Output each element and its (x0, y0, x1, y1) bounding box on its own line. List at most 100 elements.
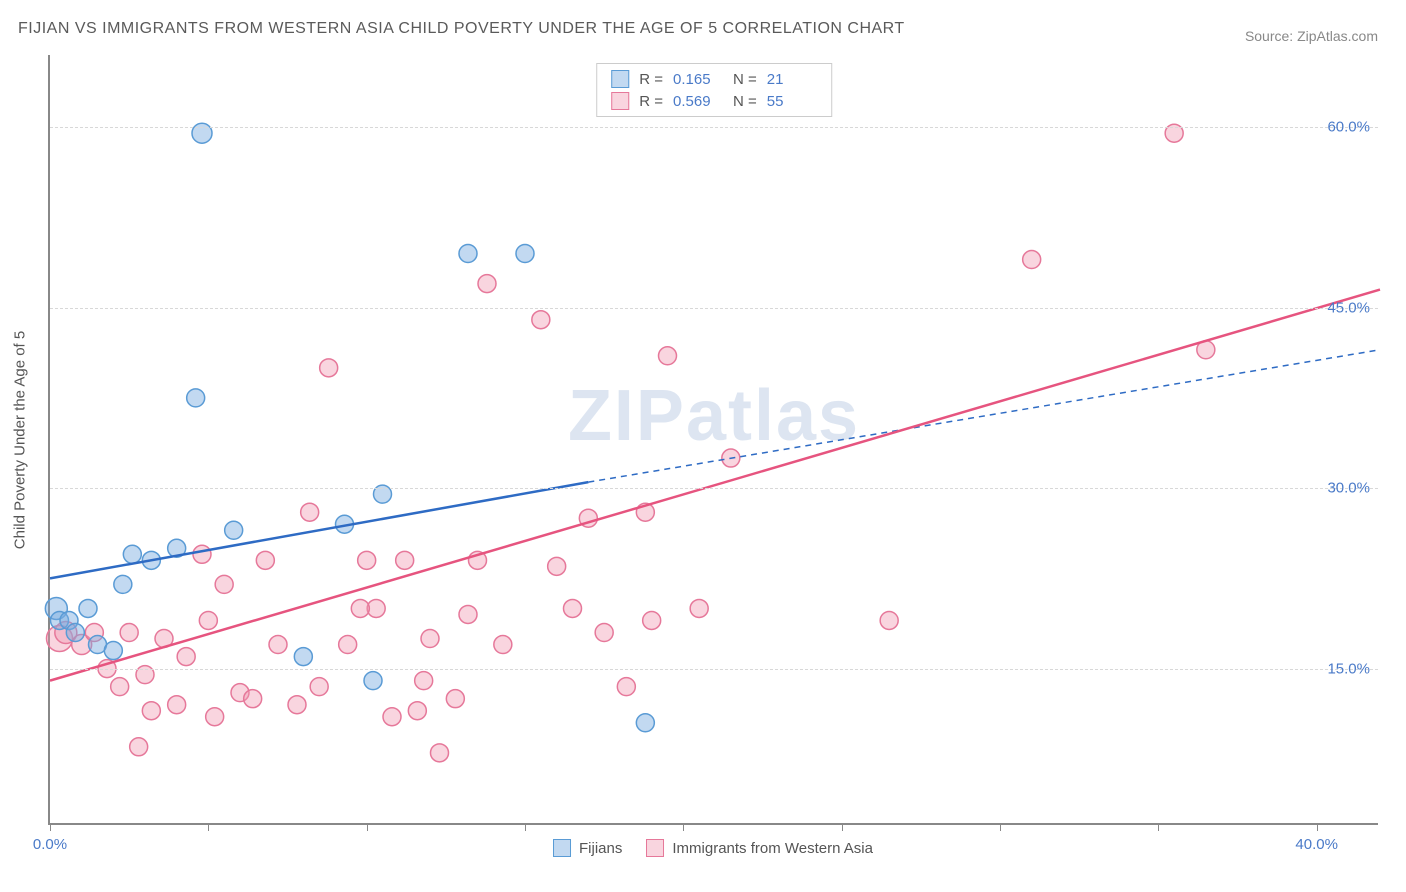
scatter-point (431, 744, 449, 762)
trend-line-fijians (50, 482, 588, 578)
scatter-point (516, 245, 534, 263)
series-legend: Fijians Immigrants from Western Asia (553, 839, 873, 857)
scatter-point (339, 636, 357, 654)
scatter-point (595, 624, 613, 642)
correlation-legend: R = 0.165 N = 21 R = 0.569 N = 55 (596, 63, 832, 117)
scatter-point (548, 557, 566, 575)
gridline (50, 669, 1378, 670)
scatter-point (358, 551, 376, 569)
xtick (367, 823, 368, 831)
xtick (50, 823, 51, 831)
gridline (50, 488, 1378, 489)
plot-svg (50, 55, 1378, 823)
ytick-label: 30.0% (1327, 480, 1370, 497)
scatter-point (478, 275, 496, 293)
scatter-point (79, 599, 97, 617)
scatter-point (199, 611, 217, 629)
scatter-point (123, 545, 141, 563)
scatter-point (364, 672, 382, 690)
n-value-fijians: 21 (767, 71, 817, 88)
trend-line-fijians-dash (588, 350, 1380, 482)
r-label: R = (639, 93, 663, 110)
y-axis-label: Child Poverty Under the Age of 5 (12, 331, 29, 549)
scatter-point (104, 642, 122, 660)
scatter-point (636, 714, 654, 732)
swatch-fijians-icon (611, 70, 629, 88)
scatter-point (690, 599, 708, 617)
scatter-point (446, 690, 464, 708)
r-value-immigrants: 0.569 (673, 93, 723, 110)
xtick (1158, 823, 1159, 831)
scatter-point (130, 738, 148, 756)
scatter-point (643, 611, 661, 629)
xtick (1000, 823, 1001, 831)
scatter-point (408, 702, 426, 720)
scatter-point (396, 551, 414, 569)
scatter-point (659, 347, 677, 365)
xtick (208, 823, 209, 831)
scatter-point (269, 636, 287, 654)
trend-line-immigrants (50, 290, 1380, 681)
legend-row-immigrants: R = 0.569 N = 55 (611, 90, 817, 112)
scatter-point (415, 672, 433, 690)
scatter-point (168, 696, 186, 714)
n-label: N = (733, 93, 757, 110)
scatter-point (617, 678, 635, 696)
ytick-label: 15.0% (1327, 660, 1370, 677)
scatter-point (244, 690, 262, 708)
r-value-fijians: 0.165 (673, 71, 723, 88)
scatter-point (256, 551, 274, 569)
scatter-point (421, 630, 439, 648)
scatter-point (206, 708, 224, 726)
scatter-point (301, 503, 319, 521)
n-value-immigrants: 55 (767, 93, 817, 110)
swatch-immigrants-icon (611, 92, 629, 110)
xtick-label: 40.0% (1295, 836, 1338, 853)
scatter-point (494, 636, 512, 654)
legend-item-immigrants: Immigrants from Western Asia (646, 839, 873, 857)
xtick (525, 823, 526, 831)
scatter-point (225, 521, 243, 539)
scatter-point (351, 599, 369, 617)
xtick-label: 0.0% (33, 836, 67, 853)
scatter-point (120, 624, 138, 642)
scatter-point (142, 702, 160, 720)
scatter-point (383, 708, 401, 726)
ytick-label: 45.0% (1327, 299, 1370, 316)
gridline (50, 127, 1378, 128)
plot-region: ZIPatlas R = 0.165 N = 21 R = 0.569 N = … (48, 55, 1378, 825)
scatter-point (459, 245, 477, 263)
scatter-point (564, 599, 582, 617)
chart-area: Child Poverty Under the Age of 5 ZIPatla… (48, 55, 1378, 825)
scatter-point (1023, 251, 1041, 269)
scatter-point (294, 648, 312, 666)
scatter-point (459, 605, 477, 623)
n-label: N = (733, 71, 757, 88)
scatter-point (187, 389, 205, 407)
scatter-point (66, 624, 84, 642)
scatter-point (320, 359, 338, 377)
chart-title: FIJIAN VS IMMIGRANTS FROM WESTERN ASIA C… (18, 20, 905, 38)
r-label: R = (639, 71, 663, 88)
scatter-point (532, 311, 550, 329)
xtick (842, 823, 843, 831)
scatter-point (880, 611, 898, 629)
scatter-point (310, 678, 328, 696)
gridline (50, 308, 1378, 309)
legend-item-fijians: Fijians (553, 839, 622, 857)
scatter-point (111, 678, 129, 696)
legend-label-fijians: Fijians (579, 840, 622, 857)
scatter-point (288, 696, 306, 714)
scatter-point (193, 545, 211, 563)
source-label: Source: ZipAtlas.com (1245, 28, 1378, 44)
xtick (1317, 823, 1318, 831)
scatter-point (114, 575, 132, 593)
swatch-fijians-icon (553, 839, 571, 857)
legend-row-fijians: R = 0.165 N = 21 (611, 68, 817, 90)
xtick (683, 823, 684, 831)
ytick-label: 60.0% (1327, 119, 1370, 136)
legend-label-immigrants: Immigrants from Western Asia (672, 840, 873, 857)
scatter-point (177, 648, 195, 666)
swatch-immigrants-icon (646, 839, 664, 857)
scatter-point (215, 575, 233, 593)
